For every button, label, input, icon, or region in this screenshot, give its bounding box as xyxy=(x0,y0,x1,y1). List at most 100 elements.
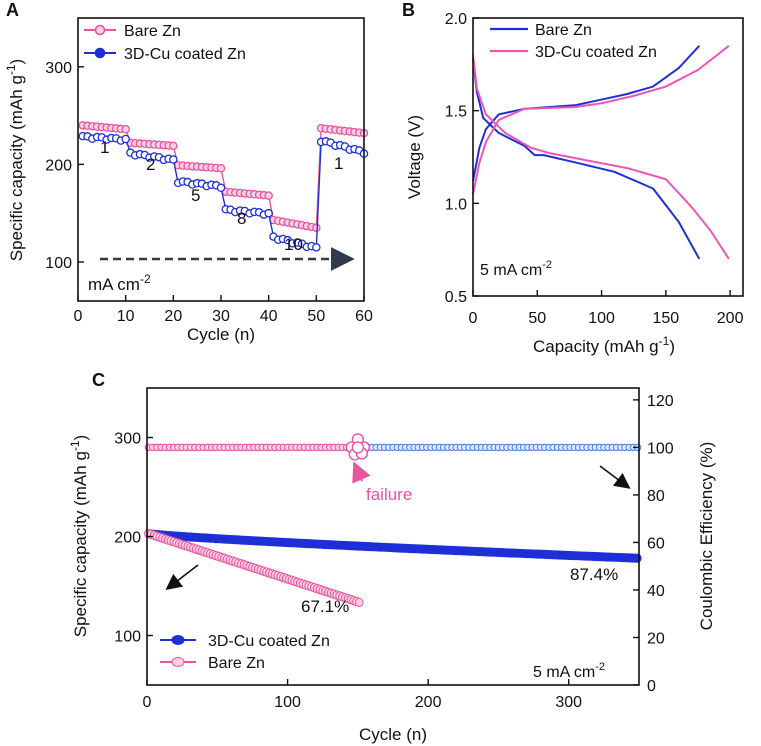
a-data-point xyxy=(121,134,130,144)
b-discharge-curve xyxy=(472,58,701,260)
c-y2tick-label: 40 xyxy=(647,583,665,600)
a-ytick-label: 300 xyxy=(45,60,72,77)
a-xtick-label: 10 xyxy=(117,308,135,325)
retention-cu: 87.4% xyxy=(570,565,618,584)
panel-c-legend: 3D-Cu coated Zn Bare Zn xyxy=(160,633,330,672)
panel-a-unit: mA cm-2 xyxy=(88,272,151,294)
panel-b-legend: Bare Zn 3D-Cu coated Zn xyxy=(490,22,657,61)
a-xtick-label: 50 xyxy=(307,308,325,325)
a-data-point xyxy=(169,155,178,164)
c-capacity-point-3d-cu xyxy=(633,553,642,563)
panel-a-marks xyxy=(78,121,369,252)
a-xtick-label: 60 xyxy=(355,308,373,325)
a-ytick-label: 200 xyxy=(45,157,72,174)
c-y2tick-label: 100 xyxy=(647,440,674,457)
panel-b-ticks: 0 50 100 150 200 0.5 1.0 1.5 2.0 xyxy=(445,11,744,327)
b-ytick-label: 0.5 xyxy=(445,289,467,306)
c-failure-point xyxy=(351,441,365,454)
panel-a-label: A xyxy=(6,0,19,20)
b-discharge-curve xyxy=(472,54,730,260)
c-y2tick-label: 80 xyxy=(647,488,665,505)
panel-a: A 0 10 20 30 40 50 60 100 200 300 Specific capaci… xyxy=(4,0,373,344)
rate-label-1-recovery: 1 xyxy=(334,154,343,173)
failure-label: failure xyxy=(366,485,412,504)
c-capacity-point-bare-zn xyxy=(354,597,364,608)
c-xtick-label: 200 xyxy=(415,694,442,711)
a-data-point xyxy=(169,141,178,151)
legend-a-bare-zn: Bare Zn xyxy=(124,23,181,40)
a-data-point xyxy=(264,208,273,218)
panel-b: B 0 50 100 150 200 0.5 1.0 1.5 2.0 Voltage (V) C… xyxy=(402,0,744,356)
panel-c-current: 5 mA cm-2 xyxy=(533,661,605,681)
a-data-point xyxy=(264,191,273,200)
c-ytick-label: 300 xyxy=(114,431,141,448)
c-ytick-label: 200 xyxy=(114,530,141,547)
b-xtick-label: 200 xyxy=(717,310,744,327)
failure-arrow xyxy=(352,461,371,484)
legend-b-3d-cu: 3D-Cu coated Zn xyxy=(535,44,657,61)
legend-c-bare-zn: Bare Zn xyxy=(208,655,265,672)
panel-b-label: B xyxy=(402,0,415,20)
panel-b-xlabel: Capacity (mAh g-1) xyxy=(533,334,675,356)
c-y2tick-label: 60 xyxy=(647,535,665,552)
a-xtick-label: 0 xyxy=(74,308,83,325)
a-data-point xyxy=(216,183,226,193)
panel-c-y2label: Coulombic Efficiency (%) xyxy=(697,442,716,631)
a-xtick-label: 30 xyxy=(212,308,230,325)
rate-label-2: 2 xyxy=(146,155,155,174)
panel-c-ticks: 0 100 200 300 100 200 300 0 20 40 60 80 100 120 xyxy=(114,393,674,711)
a-xtick-label: 40 xyxy=(260,308,278,325)
c-ytick-label: 100 xyxy=(114,629,141,646)
c-xtick-label: 100 xyxy=(274,694,301,711)
c-y2tick-label: 20 xyxy=(647,630,665,647)
panel-b-marks xyxy=(472,45,730,260)
ce-axis-arrow xyxy=(599,465,631,489)
b-charge-curve xyxy=(472,45,730,195)
c-y2tick-label: 0 xyxy=(647,678,656,695)
rate-label-10: 10 xyxy=(284,235,303,254)
legend-a-3d-cu: 3D-Cu coated Zn xyxy=(124,46,246,63)
rate-label-5: 5 xyxy=(191,186,200,205)
panel-a-legend: Bare Zn 3D-Cu coated Zn xyxy=(84,23,246,63)
c-y2tick-label: 120 xyxy=(647,393,674,410)
rate-label-8: 8 xyxy=(237,209,246,228)
panel-b-ylabel: Voltage (V) xyxy=(405,115,424,199)
b-ytick-label: 1.0 xyxy=(445,196,467,213)
legend-marker-bare-zn xyxy=(94,24,106,36)
legend-marker-3d-cu xyxy=(94,47,106,59)
rate-label-1: 1 xyxy=(100,138,109,157)
legend-b-bare-zn: Bare Zn xyxy=(535,22,592,39)
legend-marker-c-bare-zn xyxy=(171,657,185,667)
panel-a-xlabel: Cycle (n) xyxy=(187,325,255,344)
panel-a-ticks: 0 10 20 30 40 50 60 100 200 300 xyxy=(45,60,373,325)
legend-c-3d-cu: 3D-Cu coated Zn xyxy=(208,633,330,650)
c-xtick-label: 300 xyxy=(555,694,582,711)
legend-marker-c-3d-cu xyxy=(171,635,185,645)
panel-c-label: C xyxy=(92,370,105,390)
capacity-axis-arrow xyxy=(165,564,199,590)
c-xtick-label: 0 xyxy=(143,694,152,711)
retention-bare: 67.1% xyxy=(301,597,349,616)
panel-c-marks xyxy=(144,433,642,608)
panel-c: C 0 100 200 300 100 200 300 0 20 40 60 80 100 120 Spe… xyxy=(68,370,716,744)
b-charge-curve xyxy=(472,45,701,182)
a-data-point xyxy=(121,124,130,134)
a-data-point xyxy=(216,164,226,173)
a-data-point xyxy=(312,243,321,252)
panel-a-rate-labels: 1 2 5 8 10 1 xyxy=(100,138,343,254)
b-ytick-label: 1.5 xyxy=(445,104,467,121)
panel-c-xlabel: Cycle (n) xyxy=(359,725,427,744)
a-ytick-label: 100 xyxy=(45,255,72,272)
a-data-point xyxy=(312,223,321,233)
panel-b-axes xyxy=(472,17,744,297)
panel-b-annotation: 5 mA cm-2 xyxy=(480,259,552,279)
b-xtick-label: 150 xyxy=(653,310,680,327)
a-xtick-label: 20 xyxy=(164,308,182,325)
b-xtick-label: 0 xyxy=(469,310,478,327)
b-xtick-label: 50 xyxy=(528,310,546,327)
b-ytick-label: 2.0 xyxy=(445,11,467,28)
panel-a-ylabel: Specific capacity (mAh g-1) xyxy=(4,59,26,261)
panel-c-ylabel: Specific capacity (mAh g-1) xyxy=(68,435,90,637)
b-xtick-label: 100 xyxy=(588,310,615,327)
